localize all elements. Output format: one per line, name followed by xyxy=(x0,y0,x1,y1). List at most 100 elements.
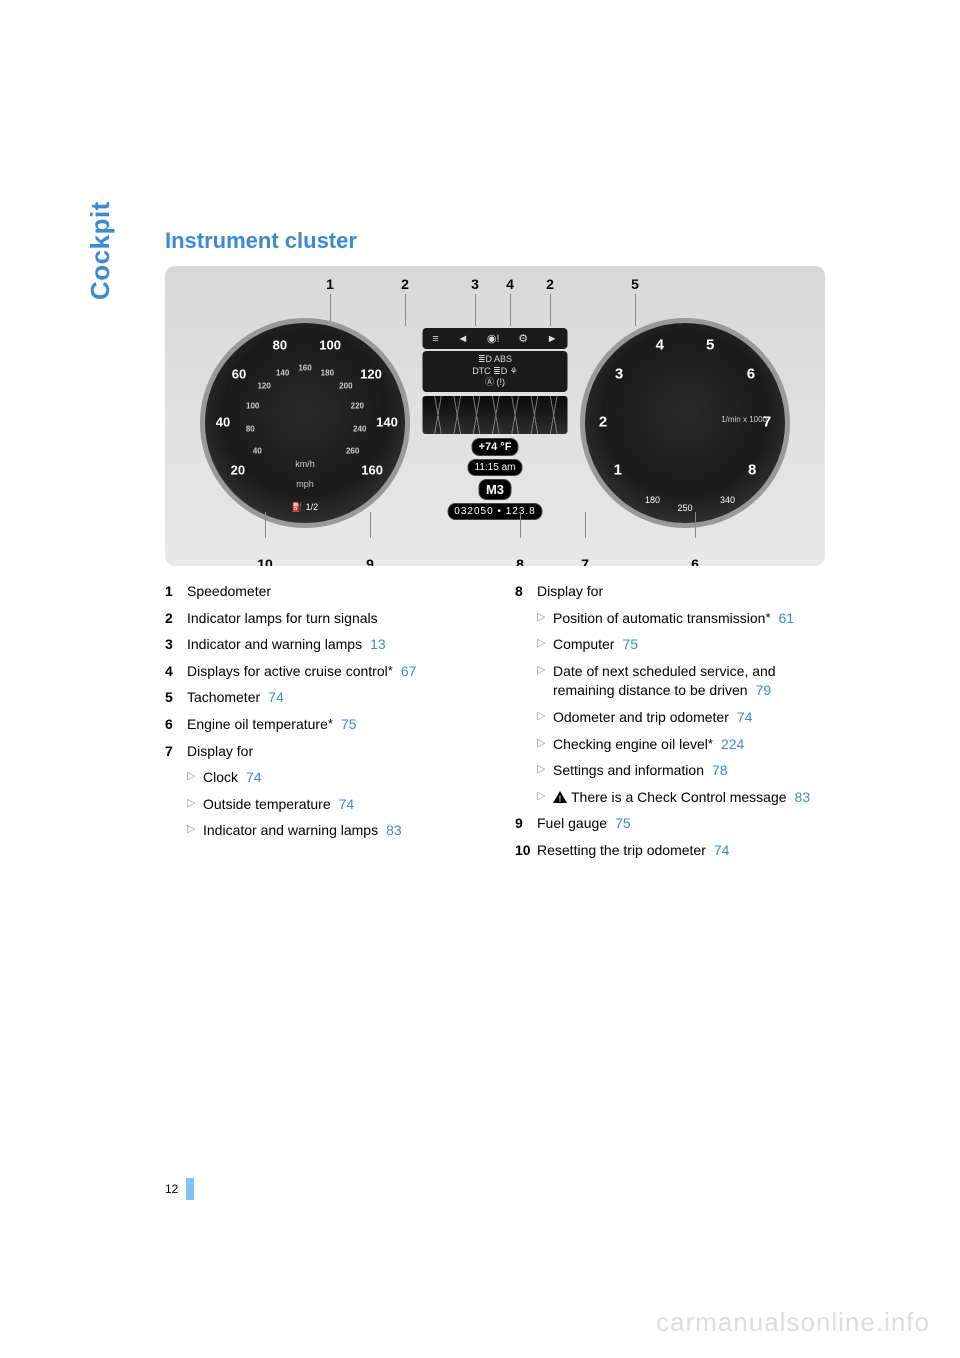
legend-row: 4Displays for active cruise control*67 xyxy=(165,662,475,682)
legend-column-left: 1Speedometer2Indicator lamps for turn si… xyxy=(165,582,475,868)
page-ref[interactable]: 74 xyxy=(268,689,284,705)
page-ref[interactable]: 74 xyxy=(246,769,262,785)
triangle-bullet-icon: ▷ xyxy=(537,662,553,701)
page-ref[interactable]: 13 xyxy=(370,636,386,652)
warning-triangle-icon: ! xyxy=(553,791,567,803)
page-ref[interactable]: 224 xyxy=(721,736,744,752)
callout-number: 8 xyxy=(516,556,524,566)
legend-number: 1 xyxy=(165,582,187,602)
legend-text: Engine oil temperature*75 xyxy=(187,715,475,735)
triangle-bullet-icon: ▷ xyxy=(187,768,203,788)
watermark: carmanualsonline.info xyxy=(656,1307,930,1338)
legend-text: Computer75 xyxy=(553,635,825,655)
legend-text: Display for xyxy=(187,742,475,762)
page-ref[interactable]: 67 xyxy=(401,663,417,679)
legend-number: 10 xyxy=(515,841,537,861)
oil-temp-high: 340 xyxy=(720,495,735,505)
legend-text: Speedometer xyxy=(187,582,475,602)
legend-row: 5Tachometer74 xyxy=(165,688,475,708)
legend-subrow: ▷Date of next scheduled service, and rem… xyxy=(515,662,825,701)
legend-row: 1Speedometer xyxy=(165,582,475,602)
legend-number: 4 xyxy=(165,662,187,682)
legend-text: Checking engine oil level*224 xyxy=(553,735,825,755)
indicator-icon-row: ≡◄◉!⚙► xyxy=(423,328,568,349)
indicator-icon: ► xyxy=(547,333,558,345)
tachometer-gauge: 12345678 1/min x 1000 180 250 340 xyxy=(580,318,790,528)
cruise-road-graphic xyxy=(423,396,568,434)
odometer-readout: 032050 • 123.8 xyxy=(447,503,542,520)
legend-text: !There is a Check Control message83 xyxy=(553,788,825,808)
center-display: ≡◄◉!⚙► ≣D ABS DTC ≣D ⚘ Ⓐ (!) +74 °F 11:1… xyxy=(423,328,568,523)
legend-subrow: ▷Indicator and warning lamps83 xyxy=(165,821,475,841)
page-ref[interactable]: 79 xyxy=(756,682,772,698)
clock-readout: 11:15 am xyxy=(468,459,523,476)
page-ref[interactable]: 75 xyxy=(615,815,631,831)
indicator-icon: ◉! xyxy=(487,332,500,345)
indicator-icon: ≡ xyxy=(432,333,438,345)
gear-readout: M3 xyxy=(479,479,511,500)
legend-number: 3 xyxy=(165,635,187,655)
legend-subrow: ▷Odometer and trip odometer74 xyxy=(515,708,825,728)
callout-number: 7 xyxy=(581,556,589,566)
legend-subrow: ▷Outside temperature74 xyxy=(165,795,475,815)
triangle-bullet-icon: ▷ xyxy=(187,821,203,841)
legend-text: Settings and information78 xyxy=(553,761,825,781)
legend-text: Odometer and trip odometer74 xyxy=(553,708,825,728)
legend-text: Clock74 xyxy=(203,768,475,788)
speedometer-gauge: 2040608010012014016040801001201401601802… xyxy=(200,318,410,528)
main-content: Instrument cluster 123425 20406080100120… xyxy=(165,228,825,868)
callout-number: 1 xyxy=(326,276,334,292)
legend-text: Indicator lamps for turn signals xyxy=(187,609,475,629)
page-ref[interactable]: 74 xyxy=(737,709,753,725)
page-ref[interactable]: 74 xyxy=(339,796,355,812)
triangle-bullet-icon: ▷ xyxy=(537,735,553,755)
page-ref[interactable]: 78 xyxy=(712,762,728,778)
page-ref[interactable]: 75 xyxy=(622,636,638,652)
svg-text:!: ! xyxy=(559,794,562,803)
legend-text: Fuel gauge75 xyxy=(537,814,825,834)
legend-subrow: ▷Checking engine oil level*224 xyxy=(515,735,825,755)
page-ref[interactable]: 83 xyxy=(795,789,811,805)
callout-number: 5 xyxy=(631,276,639,292)
legend-text: Indicator and warning lamps83 xyxy=(203,821,475,841)
legend-number: 6 xyxy=(165,715,187,735)
indicator-icon: ◄ xyxy=(457,333,468,345)
legend-text: Displays for active cruise control*67 xyxy=(187,662,475,682)
instrument-cluster-figure: 123425 204060801001201401604080100120140… xyxy=(165,266,825,566)
legend-number: 7 xyxy=(165,742,187,762)
section-title: Instrument cluster xyxy=(165,228,825,254)
speedo-unit-kmh: km/h xyxy=(295,459,315,469)
legend-row: 7Display for xyxy=(165,742,475,762)
legend-text: Resetting the trip odometer74 xyxy=(537,841,825,861)
legend-text: Indicator and warning lamps13 xyxy=(187,635,475,655)
legend-number: 2 xyxy=(165,609,187,629)
oil-temp-low: 180 xyxy=(645,495,660,505)
fuel-icon: ⛽ 1/2 xyxy=(292,502,318,513)
indicator-icon-stack: ≣D ABS DTC ≣D ⚘ Ⓐ (!) xyxy=(423,351,568,392)
legend-number: 9 xyxy=(515,814,537,834)
callout-number: 9 xyxy=(366,556,374,566)
tacho-unit: 1/min x 1000 xyxy=(721,415,767,424)
triangle-bullet-icon: ▷ xyxy=(537,708,553,728)
oil-temp-mid: 250 xyxy=(677,503,692,513)
triangle-bullet-icon: ▷ xyxy=(187,795,203,815)
legend-row: 3Indicator and warning lamps13 xyxy=(165,635,475,655)
legend-subrow: ▷Settings and information78 xyxy=(515,761,825,781)
legend-subrow: ▷!There is a Check Control message83 xyxy=(515,788,825,808)
side-section-label: Cockpit xyxy=(85,201,116,300)
page-ref[interactable]: 83 xyxy=(386,822,402,838)
legend-text: Tachometer74 xyxy=(187,688,475,708)
legend-row: 2Indicator lamps for turn signals xyxy=(165,609,475,629)
legend-text: Date of next scheduled service, and rema… xyxy=(553,662,825,701)
page-number-bar xyxy=(186,1178,194,1200)
callout-number: 6 xyxy=(691,556,699,566)
page-ref[interactable]: 75 xyxy=(341,716,357,732)
legend-number: 8 xyxy=(515,582,537,602)
legend-row: 9Fuel gauge75 xyxy=(515,814,825,834)
page-ref[interactable]: 61 xyxy=(779,610,795,626)
page-number: 12 xyxy=(165,1182,178,1196)
legend-columns: 1Speedometer2Indicator lamps for turn si… xyxy=(165,582,825,868)
page-ref[interactable]: 74 xyxy=(714,842,730,858)
outside-temp-readout: +74 °F xyxy=(472,438,519,456)
callout-number: 3 xyxy=(471,276,479,292)
